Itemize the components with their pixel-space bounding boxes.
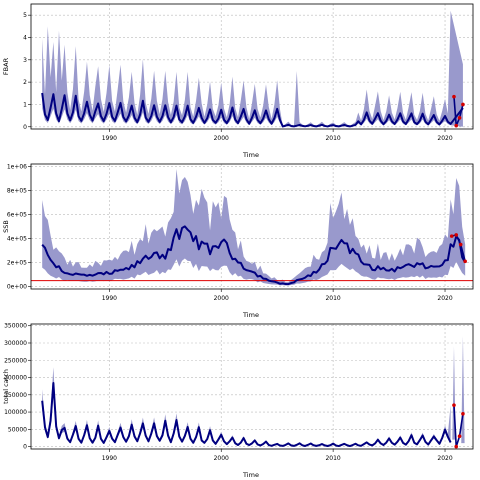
highlight-point bbox=[454, 444, 459, 449]
y-tick-label: 1 bbox=[23, 101, 27, 108]
uncertainty-band-area bbox=[42, 10, 463, 127]
x-axis-ticks: 1990 2000 2010 2020 bbox=[102, 449, 453, 462]
highlight-point bbox=[461, 102, 465, 107]
y-tick-label: 250000 bbox=[4, 357, 27, 364]
x-tick-label: 2000 bbox=[214, 455, 229, 462]
y-tick-label: 150000 bbox=[4, 392, 27, 399]
projection-line bbox=[453, 96, 464, 126]
y-axis-ticks: 0 50000 100000 150000 200000 250000 300000 3500… bbox=[4, 323, 31, 451]
y-tick-label: 2e+05 bbox=[7, 260, 27, 267]
x-tick-label: 2010 bbox=[325, 295, 340, 302]
x-tick-label: 2000 bbox=[214, 135, 229, 142]
x-tick-label: 1990 bbox=[102, 135, 117, 142]
x-tick-label: 2020 bbox=[437, 455, 452, 462]
y-tick-label: 0 bbox=[23, 124, 27, 131]
y-axis-ticks: 0 1 2 3 4 5 bbox=[23, 12, 31, 131]
highlight-point bbox=[452, 94, 456, 99]
median-line bbox=[41, 382, 452, 448]
grid bbox=[31, 324, 473, 449]
y-tick-label: 350000 bbox=[4, 323, 27, 330]
x-axis-title: Time bbox=[242, 311, 259, 319]
x-tick-label: 2010 bbox=[325, 455, 340, 462]
median-series-line bbox=[41, 92, 464, 128]
projection-line bbox=[453, 405, 464, 447]
y-tick-label: 8e+05 bbox=[7, 187, 27, 194]
x-tick-label: 2020 bbox=[437, 135, 452, 142]
x-axis-ticks: 1990 2000 2010 2020 bbox=[102, 129, 453, 142]
y-tick-label: 3 bbox=[23, 57, 27, 64]
y-tick-label: 100000 bbox=[4, 409, 27, 416]
highlight-point bbox=[449, 234, 454, 238]
uncertainty-band-area bbox=[42, 367, 451, 447]
highlight-point bbox=[463, 259, 467, 264]
projection-band bbox=[461, 336, 465, 444]
median-line bbox=[41, 92, 464, 128]
y-tick-label: 2 bbox=[23, 79, 27, 86]
median-line bbox=[41, 225, 467, 286]
highlight-point bbox=[458, 242, 463, 247]
x-axis-title: Time bbox=[242, 471, 259, 479]
y-tick-label: 6e+05 bbox=[7, 211, 27, 218]
x-tick-label: 2000 bbox=[214, 295, 229, 302]
median-series-line bbox=[41, 225, 467, 286]
highlight-point bbox=[457, 116, 462, 120]
y-tick-label: 0e+00 bbox=[7, 284, 27, 291]
y-axis-title: FBAR bbox=[2, 57, 10, 75]
plot-frame bbox=[30, 163, 474, 290]
y-axis-ticks: 0e+00 2e+05 4e+05 6e+05 8e+05 1e+06 bbox=[7, 163, 31, 291]
y-axis-title: total catch bbox=[2, 369, 10, 404]
uncertainty-band bbox=[42, 336, 465, 447]
highlight-point bbox=[454, 123, 459, 128]
y-tick-label: 50000 bbox=[8, 426, 27, 433]
y-tick-label: 0 bbox=[23, 444, 27, 451]
x-axis-ticks: 1990 2000 2010 2020 bbox=[102, 289, 453, 302]
highlight-point bbox=[454, 233, 459, 237]
total-catch-panel: 1990 2000 2010 2020 0 50000 100000 150000 20000… bbox=[2, 323, 474, 479]
x-tick-label: 2010 bbox=[325, 135, 340, 142]
y-tick-label: 300000 bbox=[4, 340, 27, 347]
highlight-point bbox=[461, 411, 465, 416]
fbar-panel: 1990 2000 2010 2020 0 1 2 3 4 5 Time FBAR bbox=[2, 3, 474, 159]
y-tick-label: 200000 bbox=[4, 375, 27, 382]
highlight-points bbox=[449, 233, 467, 264]
uncertainty-band bbox=[42, 10, 463, 127]
x-tick-label: 1990 bbox=[102, 455, 117, 462]
y-tick-label: 4e+05 bbox=[7, 236, 27, 243]
x-axis-title: Time bbox=[242, 151, 259, 159]
y-tick-label: 5 bbox=[23, 12, 27, 19]
y-axis-title: SSB bbox=[2, 220, 10, 233]
projection-line bbox=[451, 233, 466, 262]
plot-frame bbox=[30, 323, 474, 450]
y-tick-label: 1e+06 bbox=[7, 163, 27, 170]
ssb-panel: 1990 2000 2010 2020 0e+00 2e+05 4e+05 6e+05 8e+… bbox=[2, 163, 474, 319]
highlight-point bbox=[457, 434, 462, 439]
highlight-point bbox=[452, 403, 456, 407]
x-tick-label: 2020 bbox=[437, 295, 452, 302]
plot-frame bbox=[30, 3, 474, 130]
median-series-line bbox=[41, 382, 452, 448]
y-tick-label: 4 bbox=[23, 34, 27, 41]
x-tick-label: 1990 bbox=[102, 295, 117, 302]
highlight-points bbox=[452, 94, 465, 128]
highlight-points bbox=[452, 403, 465, 449]
